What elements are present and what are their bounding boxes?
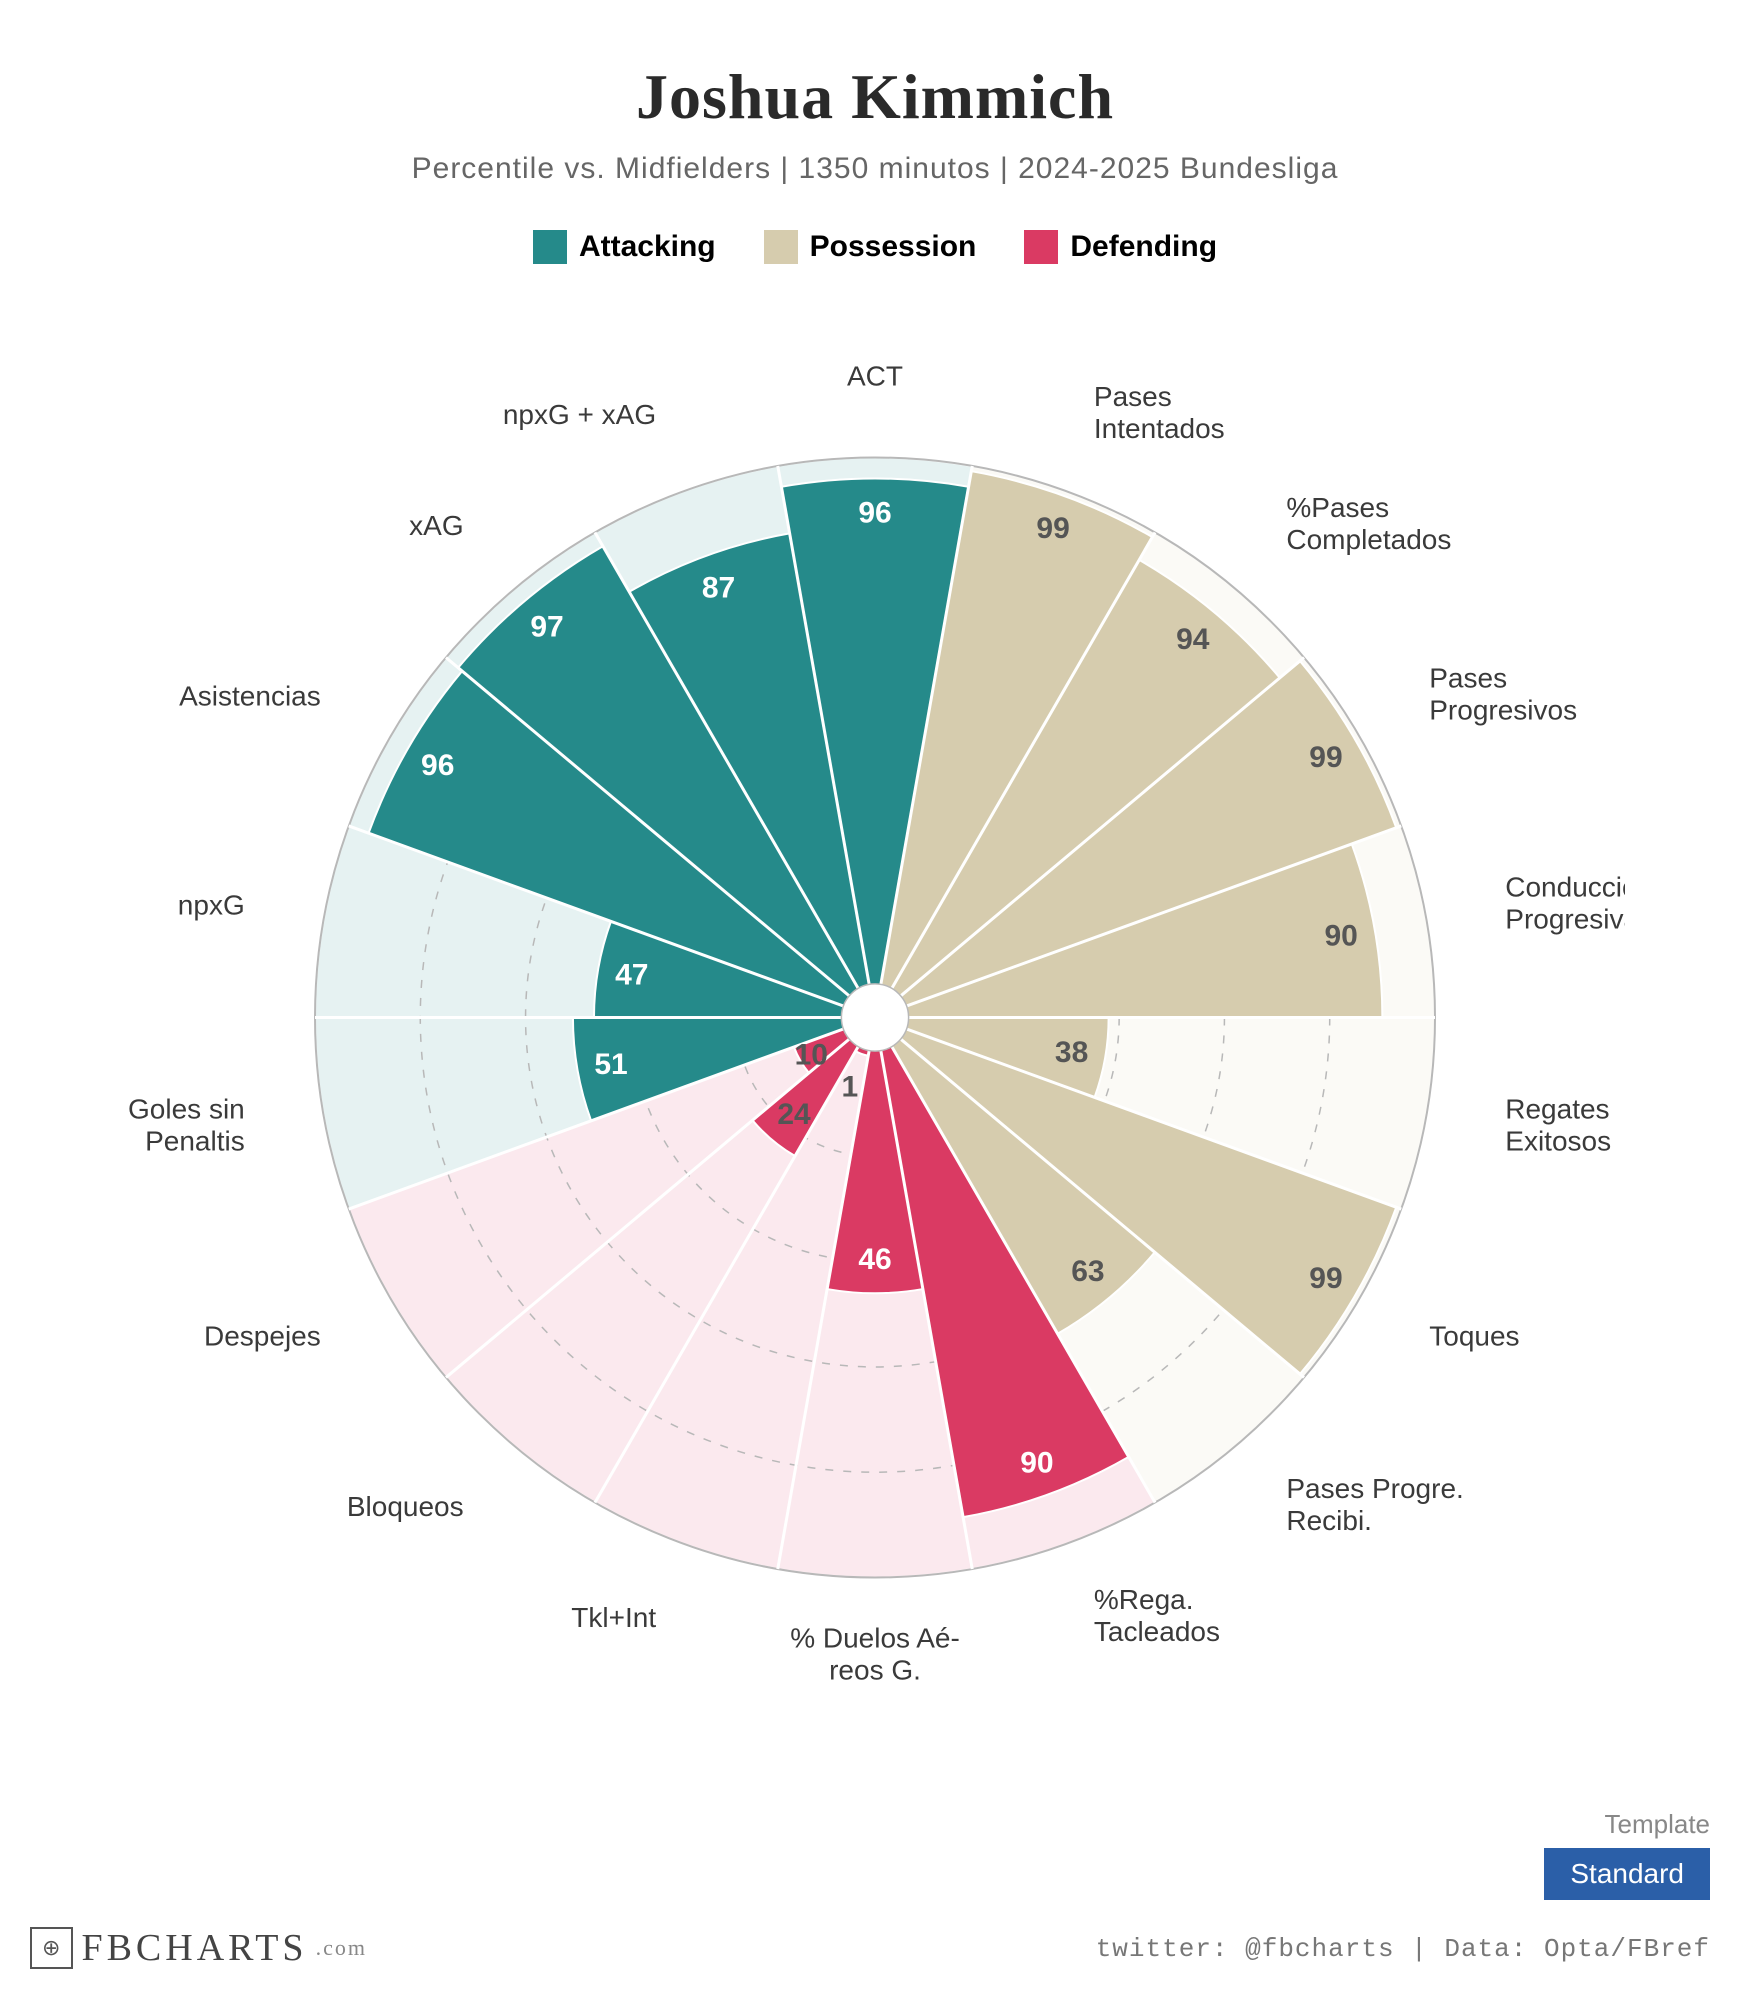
value-label: 38	[1055, 1036, 1088, 1069]
legend-item: Defending	[1024, 230, 1217, 264]
brand-name: FBCHARTS	[81, 1926, 307, 1970]
value-label: 90	[1020, 1446, 1053, 1479]
template-selector: Template Standard	[1544, 1809, 1710, 1900]
value-label: 87	[702, 572, 735, 605]
slice-label: xAG	[409, 510, 463, 541]
value-label: 46	[858, 1243, 891, 1276]
value-label: 94	[1176, 623, 1210, 656]
value-label: 96	[858, 497, 891, 530]
slice-label: PasesProgresivos	[1429, 663, 1577, 726]
legend-item: Attacking	[533, 230, 716, 264]
template-label: Template	[1544, 1809, 1710, 1840]
slice-label: %Rega.Tacleados	[1094, 1584, 1220, 1647]
brand-suffix: .com	[316, 1935, 367, 1961]
legend-swatch	[764, 230, 798, 264]
brand-footer: ⊕ FBCHARTS .com	[30, 1926, 367, 1970]
chart-header: Joshua Kimmich Percentile vs. Midfielder…	[0, 0, 1750, 186]
legend-label: Defending	[1070, 230, 1217, 264]
value-label: 51	[594, 1048, 627, 1081]
slice-label: %PasesCompletados	[1286, 492, 1451, 555]
value-label: 24	[777, 1098, 811, 1131]
slice-label: Toques	[1429, 1321, 1519, 1352]
slice-label: Asistencias	[179, 681, 321, 712]
value-label: 90	[1324, 919, 1357, 952]
slice-label: % Duelos Aé-reos G.	[790, 1623, 960, 1686]
legend-item: Possession	[764, 230, 977, 264]
chart-title: Joshua Kimmich	[0, 60, 1750, 134]
slice-label: Pases Progre.Recibi.	[1286, 1473, 1463, 1536]
value-label: 10	[795, 1038, 828, 1071]
inner-hole	[841, 984, 908, 1051]
value-label: 99	[1036, 512, 1069, 545]
slice-label: PasesIntentados	[1094, 381, 1225, 444]
value-label: 63	[1071, 1255, 1104, 1288]
slice-label: ConduccionesProgresivas	[1505, 871, 1625, 934]
value-label: 97	[530, 611, 563, 644]
pitch-icon: ⊕	[30, 1927, 73, 1969]
value-label: 96	[421, 749, 454, 782]
credit-footer: twitter: @fbcharts | Data: Opta/FBref	[1096, 1934, 1710, 1964]
slice-label: RegatesExitosos	[1505, 1094, 1611, 1157]
legend-label: Attacking	[579, 230, 716, 264]
slice-label: Goles sinPenaltis	[128, 1094, 245, 1157]
polar-chart: 96 99 94 99 90 38 99 63 90 46 1 24 10 51 47 96 97 87 ACT Pa…	[125, 268, 1625, 1773]
slice-label: ACT	[847, 361, 903, 392]
value-label: 99	[1309, 741, 1342, 774]
slice-label: Tkl+Int	[571, 1602, 656, 1633]
chart-subtitle: Percentile vs. Midfielders | 1350 minuto…	[0, 152, 1750, 186]
value-label: 47	[615, 959, 648, 992]
legend: Attacking Possession Defending	[0, 230, 1750, 264]
value-label: 99	[1309, 1262, 1342, 1295]
template-button[interactable]: Standard	[1544, 1848, 1710, 1900]
slice-label: Bloqueos	[347, 1491, 464, 1522]
legend-swatch	[533, 230, 567, 264]
legend-swatch	[1024, 230, 1058, 264]
value-label: 1	[841, 1071, 858, 1104]
slice-label: Despejes	[204, 1321, 321, 1352]
slice-label: npxG	[178, 889, 245, 920]
slice-label: npxG + xAG	[503, 399, 656, 430]
legend-label: Possession	[810, 230, 977, 264]
